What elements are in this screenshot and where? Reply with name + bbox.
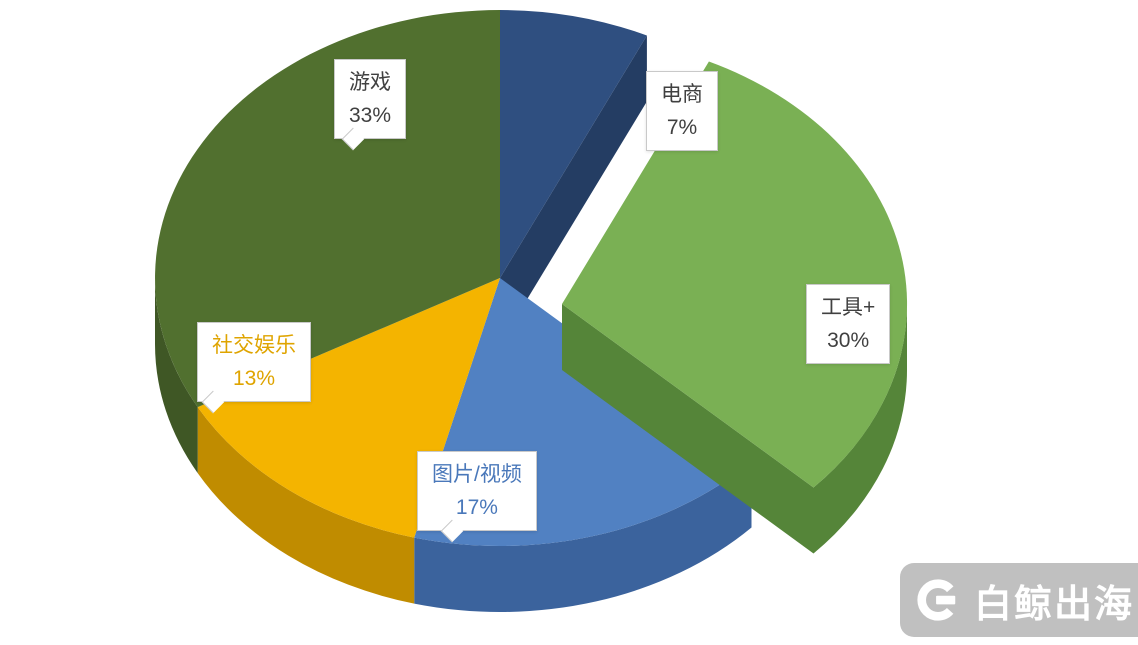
pie-rim-social-entertainment [197,407,415,604]
callout-tools: 工具+ 30% [806,284,891,364]
slice-percent: 33% [349,104,392,127]
callout-games: 游戏 33% [334,59,407,150]
watermark: 白鲸出海 [900,563,1138,637]
slice-name: 工具+ [821,296,876,319]
slice-name: 社交娱乐 [212,334,296,357]
pie-cut-tools [562,304,814,554]
pie-cut-ecommerce [500,35,647,344]
slice-name: 电商 [661,83,703,106]
pie-rim-photo-video [414,461,752,613]
slice-percent: 17% [455,496,498,519]
pie-top-games [155,10,501,408]
pie-top-tools [562,61,908,488]
slice-percent: 30% [827,329,870,352]
callout-ecommerce: 电商 7% [646,71,718,151]
pie-top-ecommerce [500,10,647,278]
pie-rim-games [155,278,198,474]
slice-percent: 7% [666,116,698,139]
slice-name: 图片/视频 [432,463,522,486]
slice-name: 游戏 [349,71,392,94]
watermark-text: 白鲸出海 [974,583,1135,626]
slice-percent: 13% [232,367,276,390]
callout-photo-video: 图片/视频 17% [417,451,537,542]
callout-social-entertainment: 社交娱乐 13% [197,322,311,413]
pie-rim-tools [813,304,908,554]
g-logo-icon [917,579,959,621]
